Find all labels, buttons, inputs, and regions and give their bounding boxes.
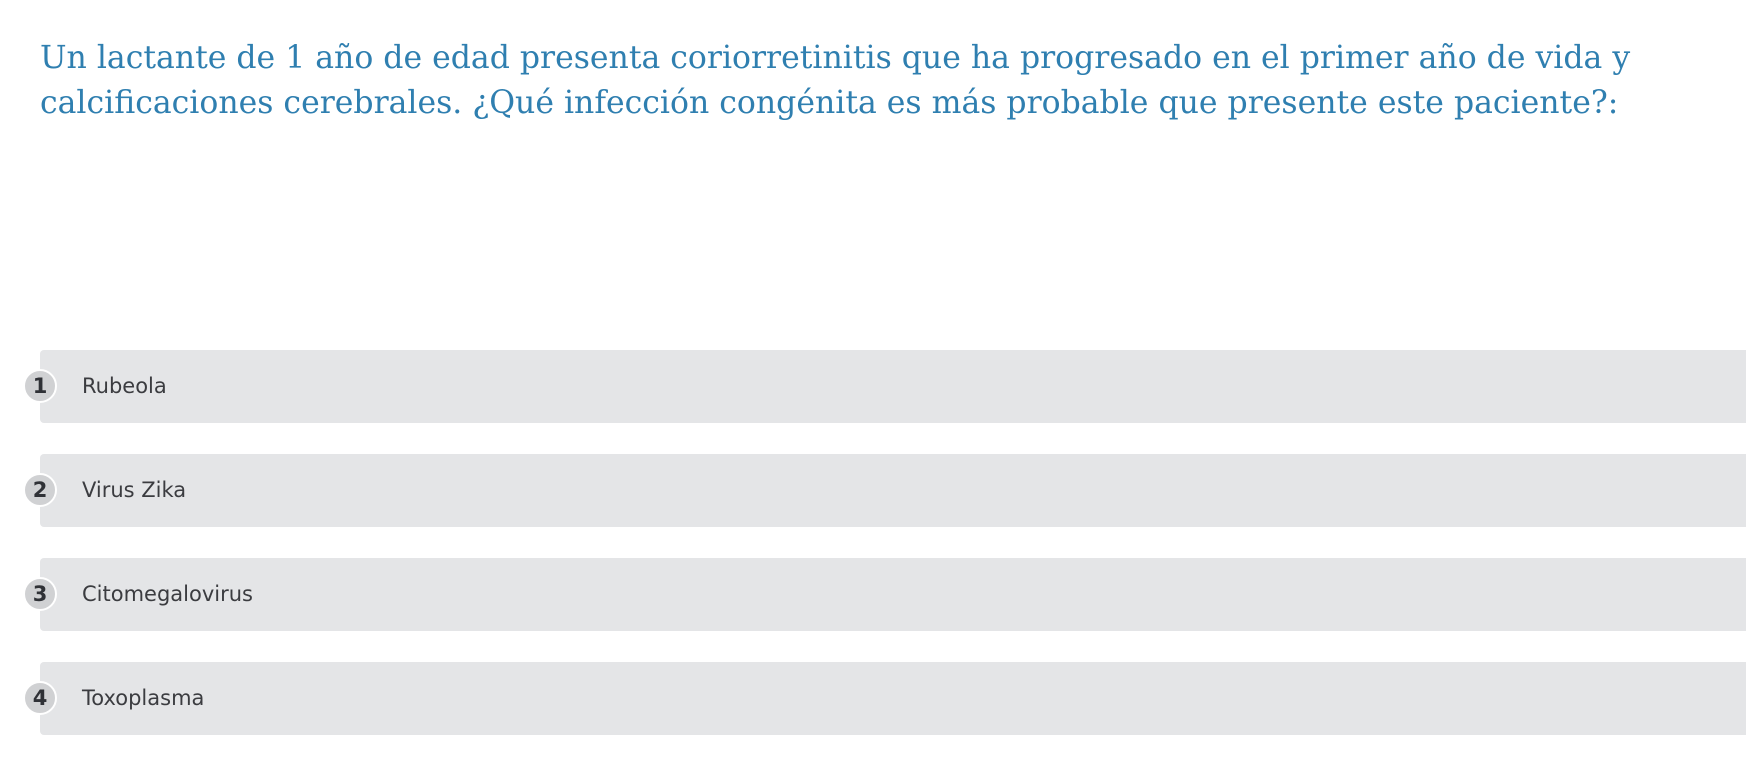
answer-option-bar[interactable] bbox=[40, 558, 1746, 631]
answer-option-bar[interactable] bbox=[40, 662, 1746, 735]
answer-option-3[interactable]: 3 Citomegalovirus bbox=[0, 558, 1746, 631]
answer-option-label[interactable]: Virus Zika bbox=[82, 478, 187, 502]
answer-number-badge: 2 bbox=[23, 473, 57, 507]
answer-number-badge: 4 bbox=[23, 681, 57, 715]
answer-option-label[interactable]: Rubeola bbox=[82, 374, 167, 398]
answer-option-label[interactable]: Toxoplasma bbox=[82, 686, 205, 710]
answer-number-badge: 1 bbox=[23, 369, 57, 403]
answer-number-badge: 3 bbox=[23, 577, 57, 611]
answer-option-bar[interactable] bbox=[40, 454, 1746, 527]
answer-option-4[interactable]: 4 Toxoplasma bbox=[0, 662, 1746, 735]
question-text: Un lactante de 1 año de edad presenta co… bbox=[40, 40, 1631, 121]
answer-option-2[interactable]: 2 Virus Zika bbox=[0, 454, 1746, 527]
answer-option-bar[interactable] bbox=[40, 350, 1746, 423]
answer-option-1[interactable]: 1 Rubeola bbox=[0, 350, 1746, 423]
answer-options: 1 Rubeola 2 Virus Zika 3 Citomegalovirus… bbox=[0, 350, 1746, 766]
answer-option-label[interactable]: Citomegalovirus bbox=[82, 582, 253, 606]
